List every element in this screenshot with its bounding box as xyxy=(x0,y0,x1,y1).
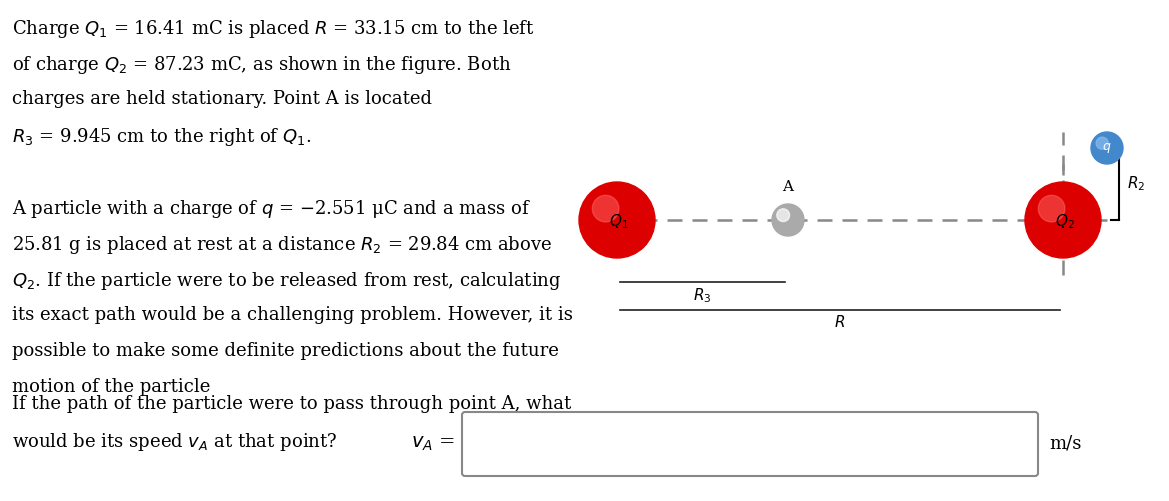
Text: $q$: $q$ xyxy=(1102,141,1112,155)
Text: $v_A$ =: $v_A$ = xyxy=(411,435,455,453)
Text: A: A xyxy=(782,180,794,194)
Circle shape xyxy=(772,204,804,236)
Text: m/s: m/s xyxy=(1049,435,1081,453)
Circle shape xyxy=(1025,182,1101,258)
Text: would be its speed $v_A$ at that point?: would be its speed $v_A$ at that point? xyxy=(12,431,338,453)
Text: $Q_2$. If the particle were to be released from rest, calculating: $Q_2$. If the particle were to be releas… xyxy=(12,270,561,292)
Text: A particle with a charge of $q$ = −2.551 μC and a mass of: A particle with a charge of $q$ = −2.551… xyxy=(12,198,531,220)
Text: $R_2$: $R_2$ xyxy=(1127,175,1146,193)
Text: Charge $Q_1$ = 16.41 mC is placed $R$ = 33.15 cm to the left: Charge $Q_1$ = 16.41 mC is placed $R$ = … xyxy=(12,18,534,40)
Circle shape xyxy=(1038,195,1065,222)
Text: of charge $Q_2$ = 87.23 mC, as shown in the figure. Both: of charge $Q_2$ = 87.23 mC, as shown in … xyxy=(12,54,512,76)
Text: $R_3$ = 9.945 cm to the right of $Q_1$.: $R_3$ = 9.945 cm to the right of $Q_1$. xyxy=(12,126,311,148)
Text: 25.81 g is placed at rest at a distance $R_2$ = 29.84 cm above: 25.81 g is placed at rest at a distance … xyxy=(12,234,552,256)
FancyBboxPatch shape xyxy=(462,412,1038,476)
Text: charges are held stationary. Point A is located: charges are held stationary. Point A is … xyxy=(12,90,433,108)
Text: its exact path would be a challenging problem. However, it is: its exact path would be a challenging pr… xyxy=(12,306,573,324)
Text: possible to make some definite predictions about the future: possible to make some definite predictio… xyxy=(12,342,559,360)
Text: $Q_2$: $Q_2$ xyxy=(1056,212,1074,231)
Circle shape xyxy=(776,209,789,221)
Circle shape xyxy=(593,195,618,222)
Text: $R_3$: $R_3$ xyxy=(693,286,712,305)
Circle shape xyxy=(1091,132,1123,164)
Text: $R$: $R$ xyxy=(835,314,845,330)
Text: motion of the particle: motion of the particle xyxy=(12,378,210,396)
Text: If the path of the particle were to pass through point A, what: If the path of the particle were to pass… xyxy=(12,395,572,413)
Circle shape xyxy=(579,182,655,258)
Circle shape xyxy=(1097,137,1108,149)
Text: $Q_1$: $Q_1$ xyxy=(609,212,629,231)
